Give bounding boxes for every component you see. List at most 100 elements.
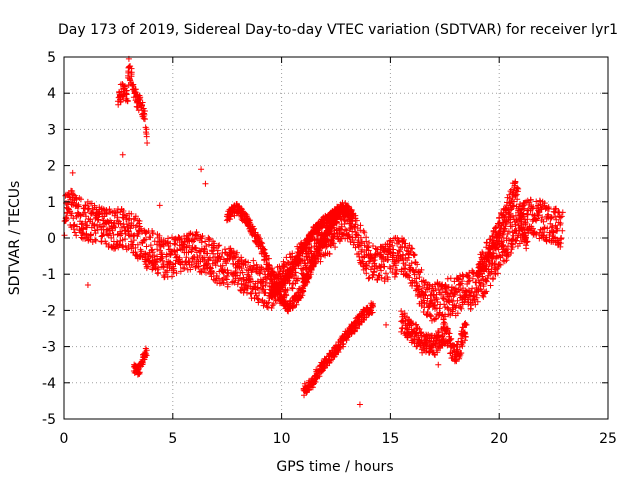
data-point-band [389,239,396,246]
data-point-band [365,247,372,254]
data-point-band [513,237,520,244]
data-point-climb-mid [312,378,319,385]
data-point-band [504,230,511,237]
data-point-drop-early [143,352,150,359]
data-point-band [360,254,367,261]
data-point-loop-a [226,216,233,223]
data-point-band [363,234,370,241]
data-point-band [185,236,192,243]
data-point-band [245,279,252,286]
data-point-band [380,263,387,270]
data-point-band [395,247,402,254]
data-point-band [205,236,212,243]
data-point-band [442,311,449,318]
data-point-band [69,187,76,194]
data-point-band [116,242,123,249]
data-point-dip-late [446,330,453,337]
data-point-rise-late [492,224,499,231]
data-point-rise-late [493,235,500,242]
data-point-dip-late [458,349,465,356]
data-point-band [225,270,232,277]
y-axis-label: SDTVAR / TECUs [7,181,23,296]
data-point-band [250,257,257,264]
data-point-rise-late [479,273,486,280]
data-point-band [456,272,463,279]
data-point-rise-late [510,198,517,205]
data-point-drop-early [142,351,149,358]
data-point-rise-late [493,242,500,249]
data-point-band [432,315,439,322]
data-point-band [492,266,499,273]
data-point-band [87,216,94,223]
data-point-band [100,223,107,230]
data-point-burst-early [141,108,148,115]
data-point-band [189,261,196,268]
data-point-band [390,250,397,257]
data-point-band [365,275,372,282]
data-point-band [371,252,378,259]
data-point-band [117,208,124,215]
data-point-band [353,217,360,224]
data-point-band [192,264,199,271]
data-point-loop-a [242,210,249,217]
data-point-band [382,270,389,277]
data-point-band [480,283,487,290]
data-point-rise-late [476,270,483,277]
data-point-band [264,304,271,311]
data-point-band [452,304,459,311]
data-point-band [98,233,105,240]
data-point-band [454,310,461,317]
data-point-band [250,262,257,269]
data-point-dip-late [435,334,442,341]
data-point-band [73,232,80,239]
data-point-band [389,254,396,261]
data-point-rise-late [481,261,488,268]
data-point-band [123,216,130,223]
data-point-band [431,301,438,308]
data-point-climb-mid [369,303,376,310]
data-points [61,55,566,408]
data-point-band [546,231,553,238]
data-point-band [533,231,540,238]
data-point-band [490,275,497,282]
data-point-dip-late [463,321,470,328]
data-point-band [195,263,202,270]
data-point-band [480,293,487,300]
data-point-band [357,234,364,241]
data-point-band [557,214,564,221]
y-tick-label: 3 [47,122,56,138]
data-point-band [110,231,117,238]
data-point-band [284,287,291,294]
data-point-band [234,249,241,256]
data-point-band [357,222,364,229]
data-point-band [204,261,211,268]
data-point-band [521,205,528,212]
x-axis-ticks: 0 5 10 15 20 25 [60,57,617,447]
data-point-band [399,251,406,258]
data-point-band [149,249,156,256]
data-point-band [185,249,192,256]
data-point-band [332,244,339,251]
data-point-rise-late [520,210,527,217]
data-point-band [474,298,481,305]
data-point-rise-late [518,220,525,227]
data-point-band [210,270,217,277]
data-point-band [122,236,129,243]
data-point-loop-a [271,273,278,280]
data-point-band [341,230,348,237]
data-point-band [558,213,565,220]
data-point-band [436,289,443,296]
data-point-band [557,243,564,250]
data-point-rise-late [514,188,521,195]
data-point-band [112,224,119,231]
data-point-band [535,212,542,219]
data-point-band [467,305,474,312]
data-point-band [204,250,211,257]
data-point-band [201,254,208,261]
data-point-band [366,239,373,246]
data-point-band [438,312,445,319]
data-point-outliers [65,191,72,198]
data-point-dip-late [444,340,451,347]
data-point-band [77,196,84,203]
